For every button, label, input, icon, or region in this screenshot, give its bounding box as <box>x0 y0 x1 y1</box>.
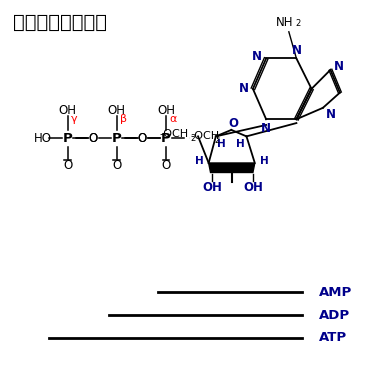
Text: O: O <box>138 132 147 145</box>
Text: -OCH: -OCH <box>190 131 219 141</box>
Text: P: P <box>63 132 72 145</box>
Text: N: N <box>291 44 301 57</box>
Text: H: H <box>217 139 226 149</box>
Text: O: O <box>112 159 122 172</box>
Text: ATP: ATP <box>319 331 347 344</box>
Text: H: H <box>260 156 269 166</box>
Text: N: N <box>252 50 262 63</box>
Text: NH: NH <box>276 16 294 29</box>
Text: 磷酸腺苷类化合物: 磷酸腺苷类化合物 <box>13 13 107 32</box>
Text: O: O <box>138 132 147 145</box>
Text: O: O <box>161 159 171 172</box>
Text: OH: OH <box>243 181 263 194</box>
Text: AMP: AMP <box>319 286 352 299</box>
Text: P: P <box>161 132 171 145</box>
Text: N: N <box>239 82 248 95</box>
Text: 2: 2 <box>214 136 219 146</box>
Text: OH: OH <box>108 105 126 118</box>
Text: β: β <box>120 114 127 124</box>
Text: O: O <box>63 159 72 172</box>
Text: O: O <box>228 116 238 129</box>
Text: OH: OH <box>59 105 77 118</box>
Text: O: O <box>89 132 98 145</box>
Polygon shape <box>209 163 255 172</box>
Text: γ: γ <box>71 114 78 124</box>
Text: H: H <box>195 156 203 166</box>
Text: P: P <box>112 132 122 145</box>
Text: α: α <box>169 114 176 124</box>
Text: HO: HO <box>34 132 52 145</box>
Text: H: H <box>237 139 245 149</box>
Text: -OCH: -OCH <box>160 129 189 139</box>
Text: N: N <box>325 108 335 121</box>
Text: OH: OH <box>157 105 175 118</box>
Text: N: N <box>334 60 344 73</box>
Text: O: O <box>89 132 98 145</box>
Text: ADP: ADP <box>319 309 350 322</box>
Text: 2: 2 <box>296 19 301 28</box>
Text: 2: 2 <box>190 134 196 143</box>
Text: OH: OH <box>202 181 223 194</box>
Text: N: N <box>261 122 271 135</box>
